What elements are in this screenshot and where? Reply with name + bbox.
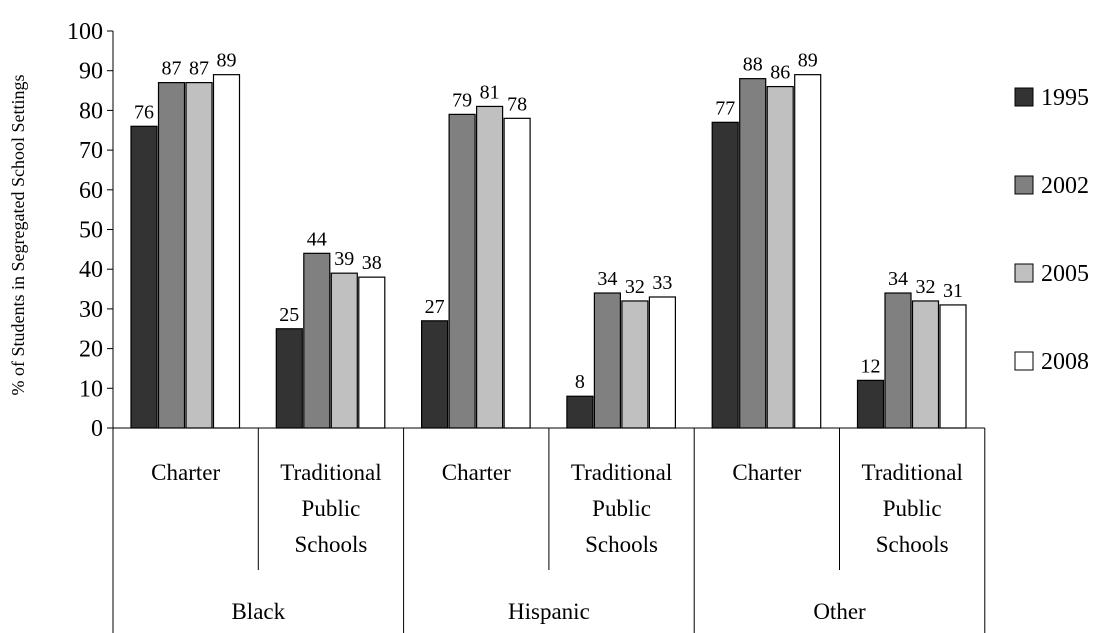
x-category-label: Schools [295,532,368,557]
bar-1995-5 [711,121,739,429]
data-label: 87 [162,58,182,80]
x-category-label: Public [592,496,651,521]
bar-2005-2 [330,272,358,429]
data-label: 79 [452,89,472,111]
bar-1995-6 [856,379,885,429]
data-label: 39 [334,248,354,270]
x-category-label: Traditional [571,460,672,485]
bar-2008-6 [939,304,967,429]
y-tick-label: 50 [79,218,103,244]
data-label: 33 [652,272,672,294]
plot-area: 0 10 20 30 40 50 60 70 80 90 100 76 87 87 89 Charter 25 4… [67,19,986,633]
bar-2002-5 [739,78,767,429]
legend-label-1995: 1995 [1041,85,1089,111]
data-label: 8 [575,371,585,393]
bar-1995-4 [566,395,594,429]
bar-1995-3 [421,320,449,429]
x-category-label: Charter [151,460,220,485]
y-tick-label: 0 [91,416,103,442]
y-tick-label: 70 [79,138,103,164]
x-category-label: Schools [876,532,949,557]
legend-swatch-2005 [1014,263,1034,283]
bar-2005-5 [766,85,794,429]
legend-label-2008: 2008 [1041,349,1089,375]
data-label: 27 [425,296,445,318]
data-label: 89 [798,50,818,72]
data-label: 76 [134,101,154,123]
bar-2008-3 [503,117,531,429]
bar-2008-5 [794,74,822,429]
data-label: 78 [507,93,527,115]
data-label: 89 [217,50,237,72]
legend-swatch-1995 [1014,87,1034,107]
data-label: 44 [307,228,327,250]
x-category-label: Charter [442,460,511,485]
data-label: 12 [861,355,881,377]
legend-label-2005: 2005 [1041,261,1089,287]
bar-2002-1 [157,82,186,429]
bar-2008-4 [648,296,677,429]
bar-2002-6 [884,292,912,429]
y-tick-label: 60 [79,178,103,204]
data-label: 32 [916,276,936,298]
bar-2008-1 [212,74,241,429]
bar-2005-4 [621,300,649,429]
legend-label-2002: 2002 [1041,173,1089,199]
x-category-label: Public [883,496,942,521]
data-label: 34 [888,268,908,290]
data-label: 87 [189,58,209,80]
data-label: 81 [480,81,500,103]
y-tick-label: 100 [67,19,103,45]
x-category-label: Schools [585,532,658,557]
bar-1995-1 [130,125,158,429]
x-group-label: Other [813,599,866,624]
y-tick-label: 20 [79,337,103,363]
bar-2005-1 [185,82,213,429]
y-tick-label: 80 [79,98,103,124]
legend-swatch-2008 [1014,351,1034,371]
legend-swatch-2002 [1014,175,1034,195]
x-category-label: Charter [732,460,801,485]
bar-2002-2 [303,252,331,429]
x-group-label: Hispanic [508,599,590,624]
y-tick-label: 40 [79,257,103,283]
data-label: 38 [362,252,382,274]
y-tick-label: 90 [79,59,103,85]
data-label: 88 [743,54,763,76]
data-label: 86 [770,62,790,84]
data-label: 32 [625,276,645,298]
data-label: 31 [943,280,963,302]
x-category-label: Traditional [861,460,962,485]
legend: 1995 2002 2005 2008 [1014,85,1089,375]
bar-2008-2 [358,276,386,429]
bar-1995-2 [275,328,303,429]
y-tick-label: 10 [79,376,103,402]
x-category-label: Public [302,496,361,521]
bar-2002-4 [593,292,622,429]
y-axis-label: % of Students in Segregated School Setti… [8,75,28,396]
y-tick-label: 30 [79,297,103,323]
bar-2005-3 [476,105,504,429]
x-group-label: Black [231,599,285,624]
bar-2002-3 [448,113,476,429]
data-label: 34 [597,268,617,290]
data-label: 25 [279,304,299,326]
bar-2005-6 [911,300,940,429]
x-category-label: Traditional [280,460,381,485]
data-label: 77 [715,97,735,119]
